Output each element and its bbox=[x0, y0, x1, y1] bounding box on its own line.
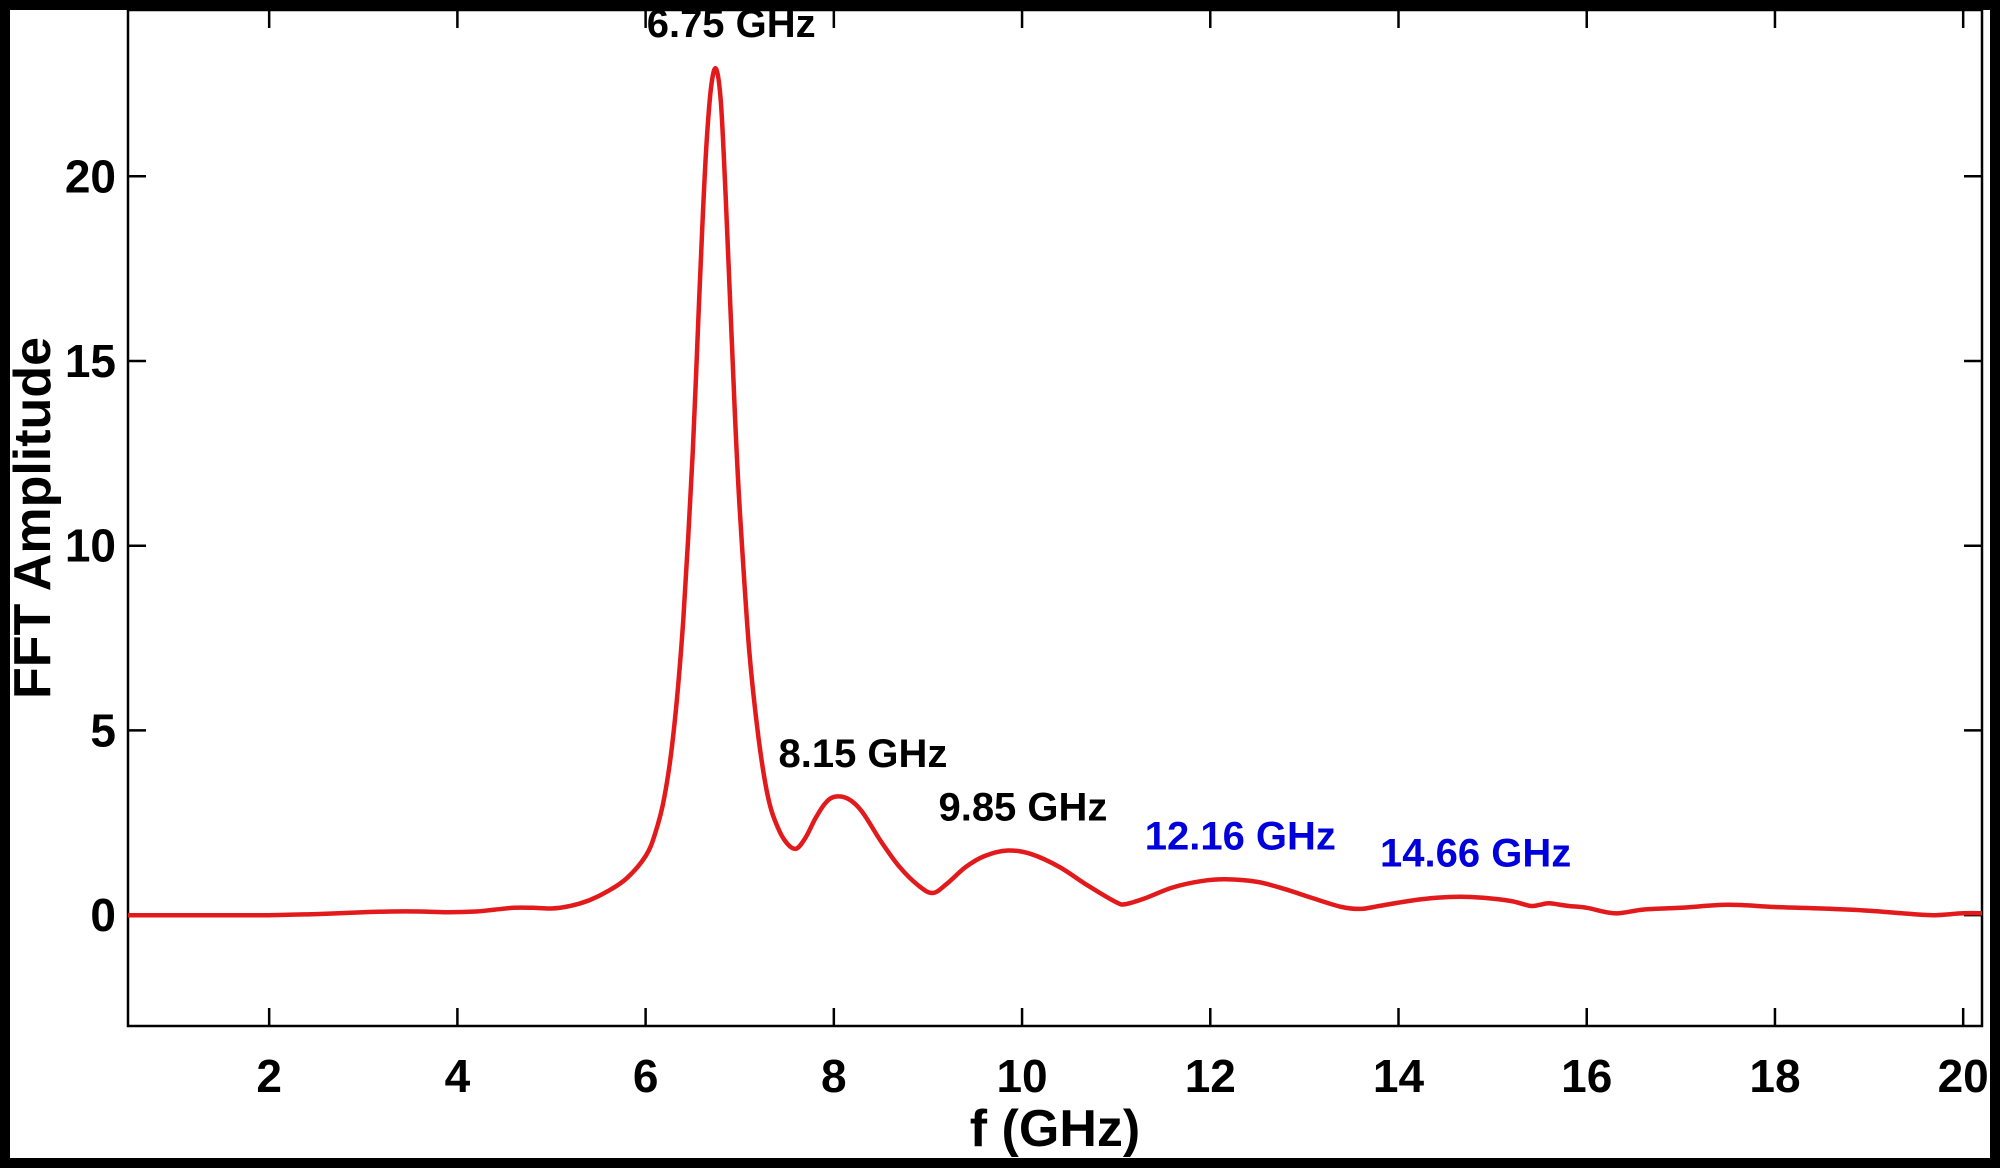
y-tick-label: 5 bbox=[90, 704, 116, 756]
peak-annotation: 12.16 GHz bbox=[1145, 814, 1336, 858]
x-tick-label: 18 bbox=[1749, 1050, 1800, 1102]
y-tick-label: 0 bbox=[90, 889, 116, 941]
x-tick-label: 8 bbox=[821, 1050, 847, 1102]
axes-group bbox=[126, 8, 1984, 1028]
x-tick-label: 10 bbox=[996, 1050, 1047, 1102]
x-tick-label: 20 bbox=[1938, 1050, 1989, 1102]
peak-annotation: 14.66 GHz bbox=[1380, 832, 1571, 876]
x-tick-label: 16 bbox=[1561, 1050, 1612, 1102]
ticks-group: 2 4 6 8 10 12 14 16 18 20 0 5 10 15 20 bbox=[65, 10, 1989, 1102]
y-tick-label: 15 bbox=[65, 335, 116, 387]
peak-annotation: 8.15 GHz bbox=[778, 732, 947, 776]
y-tick-label: 10 bbox=[65, 520, 116, 572]
x-tick-label: 12 bbox=[1185, 1050, 1236, 1102]
x-axis-label: f (GHz) bbox=[970, 1100, 1140, 1158]
peak-annotation: 6.75 GHz bbox=[647, 2, 816, 46]
plot-box bbox=[126, 8, 1984, 1028]
x-tick-label: 6 bbox=[633, 1050, 659, 1102]
series-line-0 bbox=[128, 66, 1983, 918]
y-axis-label: FFT Amplitude bbox=[4, 337, 62, 699]
series-group bbox=[128, 66, 1983, 918]
y-tick-label: 20 bbox=[65, 150, 116, 202]
x-tick-label: 14 bbox=[1373, 1050, 1425, 1102]
annotations-group: 6.75 GHz 8.15 GHz 9.85 GHz 12.16 GHz 14.66 G… bbox=[647, 2, 1572, 876]
x-tick-label: 2 bbox=[256, 1050, 282, 1102]
peak-annotation: 9.85 GHz bbox=[938, 786, 1107, 830]
x-tick-label: 4 bbox=[445, 1050, 471, 1102]
